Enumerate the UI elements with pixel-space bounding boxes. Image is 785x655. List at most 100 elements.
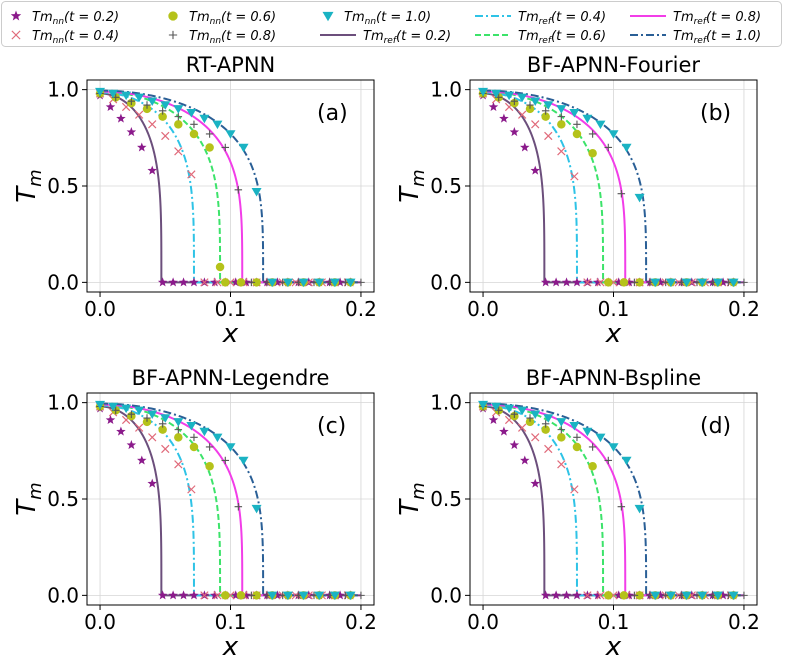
- data-point: [613, 277, 624, 287]
- data-point: [148, 433, 157, 442]
- data-point: [557, 433, 566, 442]
- data-point: [530, 478, 540, 488]
- data-point: [314, 278, 325, 288]
- data-point: [252, 278, 261, 287]
- data-point: [582, 427, 593, 437]
- series-line: [100, 403, 361, 597]
- data-point: [238, 456, 249, 466]
- data-point: [604, 278, 613, 287]
- y-tick-label: 1.0: [430, 391, 462, 415]
- data-point: [697, 591, 708, 601]
- data-point: [134, 406, 145, 416]
- data-point: [543, 414, 554, 423]
- data-point: [137, 455, 147, 465]
- x-tick-label: 0.2: [345, 297, 377, 321]
- data-point: [147, 165, 157, 175]
- x-tick-label: 0.0: [467, 610, 499, 634]
- data-point: [221, 591, 230, 600]
- data-point: [329, 591, 340, 601]
- legend: Tmnn(t = 0.2) Tmnn(t = 0.4) Tmnn(t = 0.6) T…: [1, 1, 782, 47]
- y-axis-label: Tm: [395, 482, 429, 515]
- data-point: [499, 113, 509, 123]
- data-point: [619, 278, 629, 287]
- data-point: [510, 410, 519, 418]
- data-point: [230, 590, 241, 600]
- series-line: [100, 91, 361, 284]
- data-point: [135, 110, 144, 119]
- chart-panel: 0.0 0.1 0.2 0.0 0.5 1.0 RT-APNN (a) x Tm: [12, 53, 377, 349]
- x-axis-label: x: [222, 632, 239, 655]
- data-point: [205, 143, 214, 152]
- data-point: [624, 277, 634, 287]
- data-point: [596, 591, 605, 600]
- data-point: [161, 444, 170, 454]
- panel-label: (b): [700, 101, 731, 126]
- data-point: [187, 170, 196, 179]
- x-axis-label: x: [605, 632, 622, 655]
- data-point: [251, 504, 262, 514]
- data-point: [174, 425, 183, 434]
- data-point: [728, 591, 739, 601]
- data-point: [572, 590, 582, 600]
- legend-label: Tmnn(t = 0.2): [32, 10, 119, 27]
- data-point: [174, 433, 183, 442]
- series-line: [100, 90, 361, 284]
- data-point: [650, 278, 661, 288]
- data-point: [569, 422, 580, 431]
- legend-label: Tmref(t = 0.8): [673, 10, 761, 27]
- data-point: [518, 110, 527, 119]
- y-tick-label: 0.5: [430, 174, 462, 198]
- data-point: [583, 278, 592, 287]
- data-point: [551, 590, 561, 600]
- data-point: [655, 590, 666, 600]
- data-point: [655, 277, 666, 287]
- data-point: [630, 278, 639, 287]
- y-tick-label: 0.0: [430, 583, 462, 607]
- data-point: [478, 400, 489, 410]
- legend-marker: [322, 11, 334, 22]
- x-axis-label: x: [222, 319, 239, 349]
- legend-label: Tmnn(t = 0.8): [189, 29, 276, 46]
- data-point: [530, 165, 540, 175]
- series-line: [100, 92, 361, 284]
- legend-marker: [168, 30, 178, 40]
- y-tick-label: 1.0: [47, 391, 79, 415]
- data-point: [530, 410, 541, 419]
- data-point: [634, 193, 645, 203]
- data-point: [518, 423, 527, 432]
- legend-entry: Tmref(t = 0.8): [630, 10, 761, 27]
- panels: 0.0 0.1 0.2 0.0 0.5 1.0 RT-APNN (a) x Tm 0.0 0.1 0.2…: [12, 53, 760, 655]
- data-point: [517, 93, 528, 103]
- series-line: [483, 404, 744, 597]
- data-point: [617, 189, 626, 198]
- data-point: [665, 278, 676, 288]
- data-point: [681, 278, 692, 288]
- data-point: [160, 101, 171, 110]
- data-point: [557, 120, 566, 129]
- data-point: [557, 460, 566, 469]
- data-point: [157, 590, 168, 600]
- data-point: [186, 109, 197, 118]
- series-line: [483, 90, 744, 284]
- data-point: [147, 478, 157, 488]
- legend-label: Tmref(t = 0.4): [518, 10, 606, 27]
- data-point: [178, 277, 189, 287]
- data-point: [189, 129, 199, 139]
- data-point: [543, 101, 554, 110]
- data-point: [230, 277, 241, 287]
- data-point: [604, 456, 613, 465]
- data-point: [540, 590, 551, 600]
- data-point: [531, 120, 540, 129]
- data-point: [541, 112, 550, 121]
- data-point: [583, 591, 592, 600]
- y-tick-label: 0.0: [47, 270, 79, 294]
- data-point: [236, 278, 246, 287]
- y-tick-label: 0.0: [430, 270, 462, 294]
- data-point: [569, 109, 580, 118]
- y-tick-label: 0.5: [430, 487, 462, 511]
- legend-label: Tmnn(t = 0.6): [189, 10, 276, 27]
- data-point: [251, 188, 262, 197]
- panel-title: BF-APNN-Legendre: [132, 366, 330, 390]
- series-line: [483, 405, 744, 597]
